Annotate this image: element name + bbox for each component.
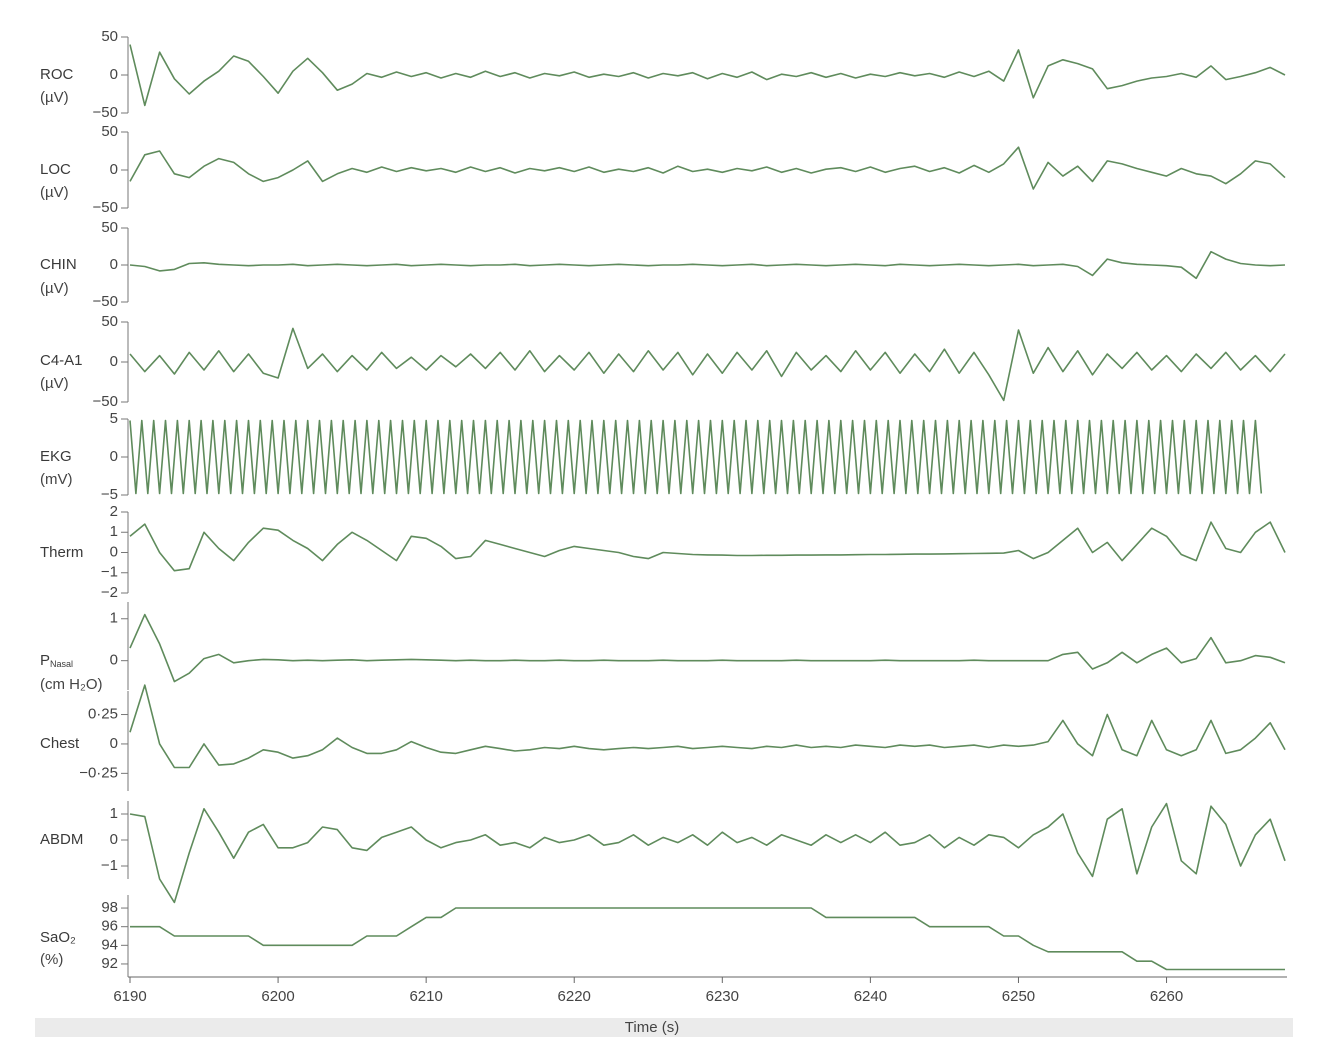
channel-unit: (%) bbox=[40, 951, 63, 968]
y-tick-label: 1 bbox=[110, 610, 118, 627]
channel-unit: (cm H₂O) bbox=[40, 676, 102, 693]
channel-label: Therm bbox=[40, 544, 83, 561]
y-tick-label: −2 bbox=[101, 584, 118, 601]
y-tick-label: 0 bbox=[110, 543, 118, 560]
signal-trace bbox=[129, 613, 1286, 683]
y-tick-label: 0 bbox=[110, 66, 118, 83]
x-tick-label: 6250 bbox=[1002, 988, 1035, 1005]
y-tick-label: 0 bbox=[110, 652, 118, 669]
y-tick-label: 0 bbox=[110, 735, 118, 752]
y-tick-label: 50 bbox=[101, 219, 118, 236]
channel-name-subscript: Nasal bbox=[50, 659, 73, 669]
y-tick-label: 92 bbox=[101, 955, 118, 972]
channel-name: C4-A1 bbox=[40, 352, 83, 369]
x-axis-title: Time (s) bbox=[625, 1019, 679, 1036]
y-tick-label: −50 bbox=[93, 393, 118, 410]
channel-name: ABDM bbox=[40, 831, 83, 848]
signal-trace bbox=[129, 44, 1286, 107]
signal-trace bbox=[129, 250, 1286, 280]
channel-label: C4-A1 bbox=[40, 352, 83, 369]
signal-trace bbox=[129, 419, 1263, 495]
x-label-band bbox=[35, 1018, 1293, 1037]
channel-label: PNasal bbox=[40, 652, 73, 669]
channel-unit: (µV) bbox=[40, 280, 69, 297]
channel-name: P bbox=[40, 652, 50, 669]
channel-unit: (mV) bbox=[40, 471, 73, 488]
y-tick-label: 1 bbox=[110, 805, 118, 822]
channel-label: ABDM bbox=[40, 831, 83, 848]
channel-name: CHIN bbox=[40, 256, 77, 273]
y-tick-label: 96 bbox=[101, 918, 118, 935]
y-tick-label: −1 bbox=[101, 857, 118, 874]
x-tick-label: 6240 bbox=[854, 988, 887, 1005]
signal-trace bbox=[129, 521, 1286, 572]
channel-unit: (µV) bbox=[40, 89, 69, 106]
y-tick-label: −50 bbox=[93, 293, 118, 310]
y-tick-label: 50 bbox=[101, 313, 118, 330]
y-tick-label: 50 bbox=[101, 28, 118, 45]
y-tick-label: −0·25 bbox=[79, 764, 118, 781]
channel-unit: (µV) bbox=[40, 184, 69, 201]
x-tick-label: 6260 bbox=[1150, 988, 1183, 1005]
y-tick-label: 0·25 bbox=[88, 705, 118, 722]
channel-label: ROC bbox=[40, 66, 74, 83]
x-tick-label: 6230 bbox=[706, 988, 739, 1005]
y-tick-label: 50 bbox=[101, 123, 118, 140]
channel-label: SaO₂ bbox=[40, 929, 76, 946]
y-tick-label: 98 bbox=[101, 899, 118, 916]
x-tick-label: 6190 bbox=[113, 988, 146, 1005]
y-tick-label: 0 bbox=[110, 161, 118, 178]
y-tick-label: −50 bbox=[93, 104, 118, 121]
signal-trace bbox=[129, 327, 1286, 402]
y-tick-label: −50 bbox=[93, 199, 118, 216]
y-tick-label: 0 bbox=[110, 448, 118, 465]
channel-label: LOC bbox=[40, 161, 71, 178]
y-tick-label: 1 bbox=[110, 523, 118, 540]
signal-trace bbox=[130, 907, 1285, 971]
x-tick-label: 6220 bbox=[558, 988, 591, 1005]
channel-name: SaO₂ bbox=[40, 929, 76, 946]
y-tick-label: 2 bbox=[110, 503, 118, 520]
y-tick-label: −5 bbox=[101, 486, 118, 503]
y-tick-label: 0 bbox=[110, 831, 118, 848]
channel-name: LOC bbox=[40, 161, 71, 178]
channel-unit: (µV) bbox=[40, 375, 69, 392]
signal-trace bbox=[129, 802, 1286, 904]
signal-trace bbox=[129, 684, 1286, 769]
channel-name: ROC bbox=[40, 66, 74, 83]
x-tick-label: 6200 bbox=[261, 988, 294, 1005]
channel-name: EKG bbox=[40, 448, 72, 465]
y-tick-label: 5 bbox=[110, 410, 118, 427]
channel-label: EKG bbox=[40, 448, 72, 465]
channel-name: Chest bbox=[40, 735, 80, 752]
signal-trace bbox=[129, 146, 1286, 190]
x-tick-label: 6210 bbox=[409, 988, 442, 1005]
y-tick-label: −1 bbox=[101, 564, 118, 581]
channel-label: CHIN bbox=[40, 256, 77, 273]
y-tick-label: 0 bbox=[110, 256, 118, 273]
channel-name: Therm bbox=[40, 544, 83, 561]
channel-label: Chest bbox=[40, 735, 80, 752]
y-tick-label: 0 bbox=[110, 353, 118, 370]
y-tick-label: 94 bbox=[101, 936, 118, 953]
